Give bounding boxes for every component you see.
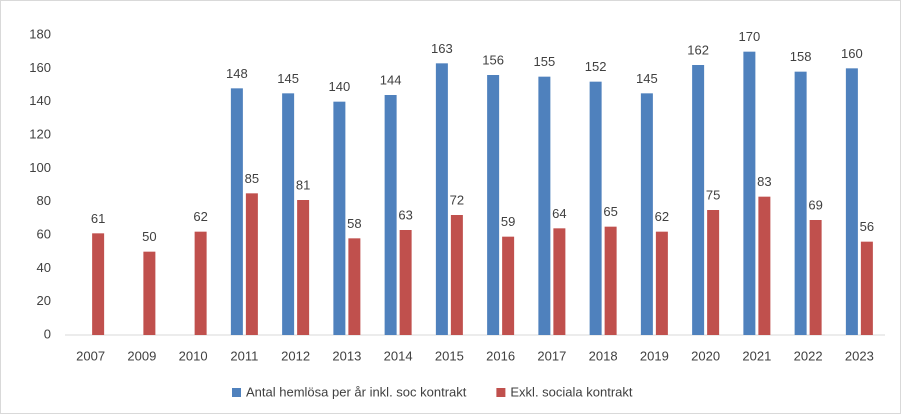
y-tick-label: 140 <box>29 93 51 108</box>
bar <box>640 93 653 335</box>
value-label: 156 <box>482 52 504 67</box>
bar <box>860 241 873 335</box>
value-label: 144 <box>380 72 402 87</box>
bar <box>194 231 207 335</box>
bar <box>553 228 566 335</box>
x-tick-label: 2017 <box>537 348 566 363</box>
bar <box>348 238 361 335</box>
value-label: 63 <box>398 207 412 222</box>
value-label: 148 <box>226 66 248 81</box>
value-label: 69 <box>808 197 822 212</box>
bar <box>845 68 858 335</box>
y-tick-label: 20 <box>37 293 51 308</box>
value-label: 170 <box>739 29 761 44</box>
value-label: 160 <box>841 46 863 61</box>
value-label: 64 <box>552 206 566 221</box>
value-label: 162 <box>687 42 709 57</box>
value-label: 65 <box>603 204 617 219</box>
bar <box>794 71 807 336</box>
y-tick-label: 60 <box>37 226 51 241</box>
bar <box>384 95 397 335</box>
bar <box>743 51 756 336</box>
bar <box>245 193 258 335</box>
value-label: 62 <box>655 209 669 224</box>
bar <box>450 215 463 335</box>
x-tick-label: 2021 <box>742 348 771 363</box>
value-label: 62 <box>193 209 207 224</box>
bar <box>282 93 295 335</box>
value-label: 140 <box>329 79 351 94</box>
value-label: 59 <box>501 214 515 229</box>
bar <box>502 236 515 335</box>
value-label: 152 <box>585 59 607 74</box>
x-tick-label: 2015 <box>435 348 464 363</box>
bar <box>143 251 156 335</box>
y-tick-label: 120 <box>29 126 51 141</box>
value-label: 158 <box>790 49 812 64</box>
value-label: 72 <box>450 192 464 207</box>
value-label: 56 <box>860 219 874 234</box>
x-tick-label: 2018 <box>589 348 618 363</box>
x-tick-label: 2022 <box>794 348 823 363</box>
bar <box>655 231 668 335</box>
value-label: 145 <box>277 71 299 86</box>
x-tick-label: 2023 <box>845 348 874 363</box>
legend-swatch <box>496 388 506 397</box>
bar <box>333 101 346 336</box>
x-tick-label: 2013 <box>332 348 361 363</box>
value-label: 145 <box>636 71 658 86</box>
value-label: 75 <box>706 187 720 202</box>
bar <box>487 75 500 335</box>
y-tick-label: 160 <box>29 60 51 75</box>
value-label: 81 <box>296 177 310 192</box>
y-tick-label: 0 <box>44 326 51 341</box>
value-label: 58 <box>347 216 361 231</box>
x-tick-label: 2012 <box>281 348 310 363</box>
bar <box>758 196 771 335</box>
value-label: 50 <box>142 229 156 244</box>
x-tick-label: 2007 <box>76 348 105 363</box>
bar <box>692 65 705 335</box>
value-label: 155 <box>534 54 556 69</box>
bar <box>435 63 448 335</box>
bar <box>589 81 602 336</box>
x-tick-label: 2020 <box>691 348 720 363</box>
x-tick-label: 2019 <box>640 348 669 363</box>
value-label: 61 <box>91 211 105 226</box>
x-tick-label: 2016 <box>486 348 515 363</box>
bar <box>399 230 412 335</box>
bar <box>538 76 551 336</box>
y-tick-label: 100 <box>29 160 51 175</box>
bar <box>297 200 310 335</box>
value-label: 83 <box>757 174 771 189</box>
legend-label: Exkl. sociala kontrakt <box>510 384 632 399</box>
x-tick-label: 2009 <box>127 348 156 363</box>
bar <box>230 88 243 335</box>
x-tick-label: 2014 <box>384 348 413 363</box>
bar <box>604 226 617 335</box>
legend-label: Antal hemlösa per år inkl. soc kontrakt <box>246 384 467 399</box>
legend-swatch <box>232 388 241 397</box>
x-tick-label: 2010 <box>179 348 208 363</box>
x-tick-label: 2011 <box>230 348 258 363</box>
value-label: 163 <box>431 41 453 56</box>
y-tick-label: 80 <box>37 193 51 208</box>
y-tick-label: 180 <box>29 26 51 41</box>
value-label: 85 <box>245 171 259 186</box>
bar <box>809 220 822 335</box>
y-tick-label: 40 <box>37 260 51 275</box>
bar <box>707 210 720 335</box>
bar <box>92 233 105 335</box>
